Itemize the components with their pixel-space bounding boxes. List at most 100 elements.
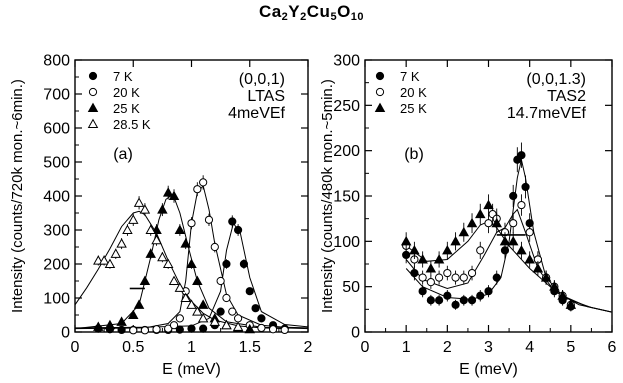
- panel-annotation: 4meVEf: [228, 105, 285, 122]
- data-point: [451, 300, 460, 309]
- data-point: [234, 225, 243, 235]
- data-point: [525, 228, 534, 237]
- data-point: [491, 217, 502, 228]
- title-part: 2: [300, 11, 307, 23]
- series-20-k: [129, 175, 289, 335]
- data-point: [509, 191, 518, 201]
- data-point: [400, 235, 412, 246]
- x-axis-label: E (meV): [162, 361, 221, 378]
- title-part: Y: [288, 2, 301, 21]
- data-point: [122, 224, 133, 235]
- legend: 7 K20 K25 K: [374, 69, 427, 116]
- legend-marker: [87, 118, 99, 129]
- legend-marker: [88, 71, 98, 81]
- y-tick-label: 500: [43, 155, 70, 172]
- panel-annotation: 14.7meVEf: [507, 105, 587, 122]
- data-point: [133, 299, 145, 309]
- data-point: [540, 272, 552, 282]
- data-point: [443, 291, 452, 300]
- data-point: [565, 299, 577, 309]
- data-point: [426, 296, 435, 305]
- legend-marker: [87, 102, 99, 113]
- x-tick-label: 0.5: [122, 339, 144, 356]
- y-tick-label: 0: [61, 325, 70, 342]
- y-tick-label: 200: [43, 257, 70, 274]
- fit-curve: [405, 159, 612, 313]
- data-point: [425, 263, 437, 273]
- data-point: [174, 224, 186, 235]
- y-tick-label: 50: [342, 279, 360, 296]
- data-point: [466, 217, 478, 228]
- x-tick-label: 4: [525, 339, 534, 356]
- data-point: [180, 238, 191, 248]
- y-tick-label: 0: [351, 325, 360, 342]
- data-point: [516, 244, 527, 255]
- data-point: [517, 151, 526, 160]
- series-25-k: [400, 194, 577, 310]
- data-point: [442, 244, 453, 255]
- data-point: [222, 259, 231, 269]
- data-point: [435, 273, 444, 282]
- data-point: [145, 248, 156, 258]
- y-tick-label: 150: [333, 189, 360, 206]
- data-point: [197, 312, 209, 323]
- data-point: [467, 296, 477, 305]
- fit-curve: [75, 193, 308, 330]
- y-tick-label: 300: [43, 223, 70, 240]
- data-point: [157, 204, 168, 214]
- data-point: [517, 200, 526, 210]
- data-point: [216, 307, 225, 316]
- legend-label: 20 K: [400, 85, 427, 100]
- x-tick-label: 2: [304, 339, 313, 356]
- data-point: [193, 185, 202, 194]
- chart-panel-a: 0 0.5 1 1.5 2 0 100 200 300 400 500 600 700 800 E (meV…: [9, 53, 313, 379]
- data-point: [245, 287, 254, 296]
- y-tick-label: 100: [43, 291, 70, 308]
- y-tick-label: 700: [43, 87, 70, 104]
- x-tick-label: 2: [443, 339, 452, 356]
- legend-label: 7 K: [400, 69, 420, 84]
- data-point: [192, 275, 203, 286]
- x-tick-label: 3: [484, 339, 493, 356]
- panel-annotation: (0,0,1.3): [526, 71, 586, 88]
- data-point: [459, 273, 468, 282]
- data-point: [221, 319, 232, 330]
- data-point: [209, 316, 221, 326]
- data-point: [140, 326, 149, 335]
- data-point: [251, 304, 260, 313]
- data-point: [476, 291, 485, 300]
- data-point: [116, 238, 127, 248]
- data-point: [557, 290, 568, 300]
- data-point: [532, 263, 544, 273]
- legend-label: 20 K: [113, 85, 140, 100]
- y-axis-label: Intensity (counts/480k mon.~5min.): [319, 79, 336, 313]
- data-point: [483, 199, 494, 210]
- data-point: [152, 325, 161, 334]
- panel-label: (b): [404, 146, 424, 163]
- x-tick-label: 0: [71, 339, 80, 356]
- data-point: [145, 224, 156, 235]
- x-tick-label: 1: [187, 339, 196, 356]
- data-point: [187, 324, 196, 333]
- title-part: 5: [330, 11, 338, 23]
- data-point: [139, 204, 151, 214]
- y-tick-label: 200: [333, 143, 360, 160]
- data-point: [174, 282, 186, 292]
- data-point: [228, 307, 237, 316]
- legend-marker: [374, 102, 386, 113]
- y-axis-label: Intensity (counts/720k mon.~6min.): [9, 79, 26, 313]
- data-point: [192, 306, 203, 316]
- title-part: O: [337, 2, 351, 21]
- legend-label: 25 K: [113, 101, 140, 116]
- data-point: [199, 324, 208, 333]
- legend-marker: [375, 71, 385, 81]
- data-point: [204, 215, 214, 224]
- data-point: [104, 319, 116, 330]
- data-point: [93, 321, 104, 331]
- data-point: [162, 187, 174, 197]
- data-point: [443, 268, 452, 278]
- data-point: [257, 323, 266, 333]
- x-tick-label: 1.5: [239, 339, 261, 356]
- data-point: [199, 178, 208, 187]
